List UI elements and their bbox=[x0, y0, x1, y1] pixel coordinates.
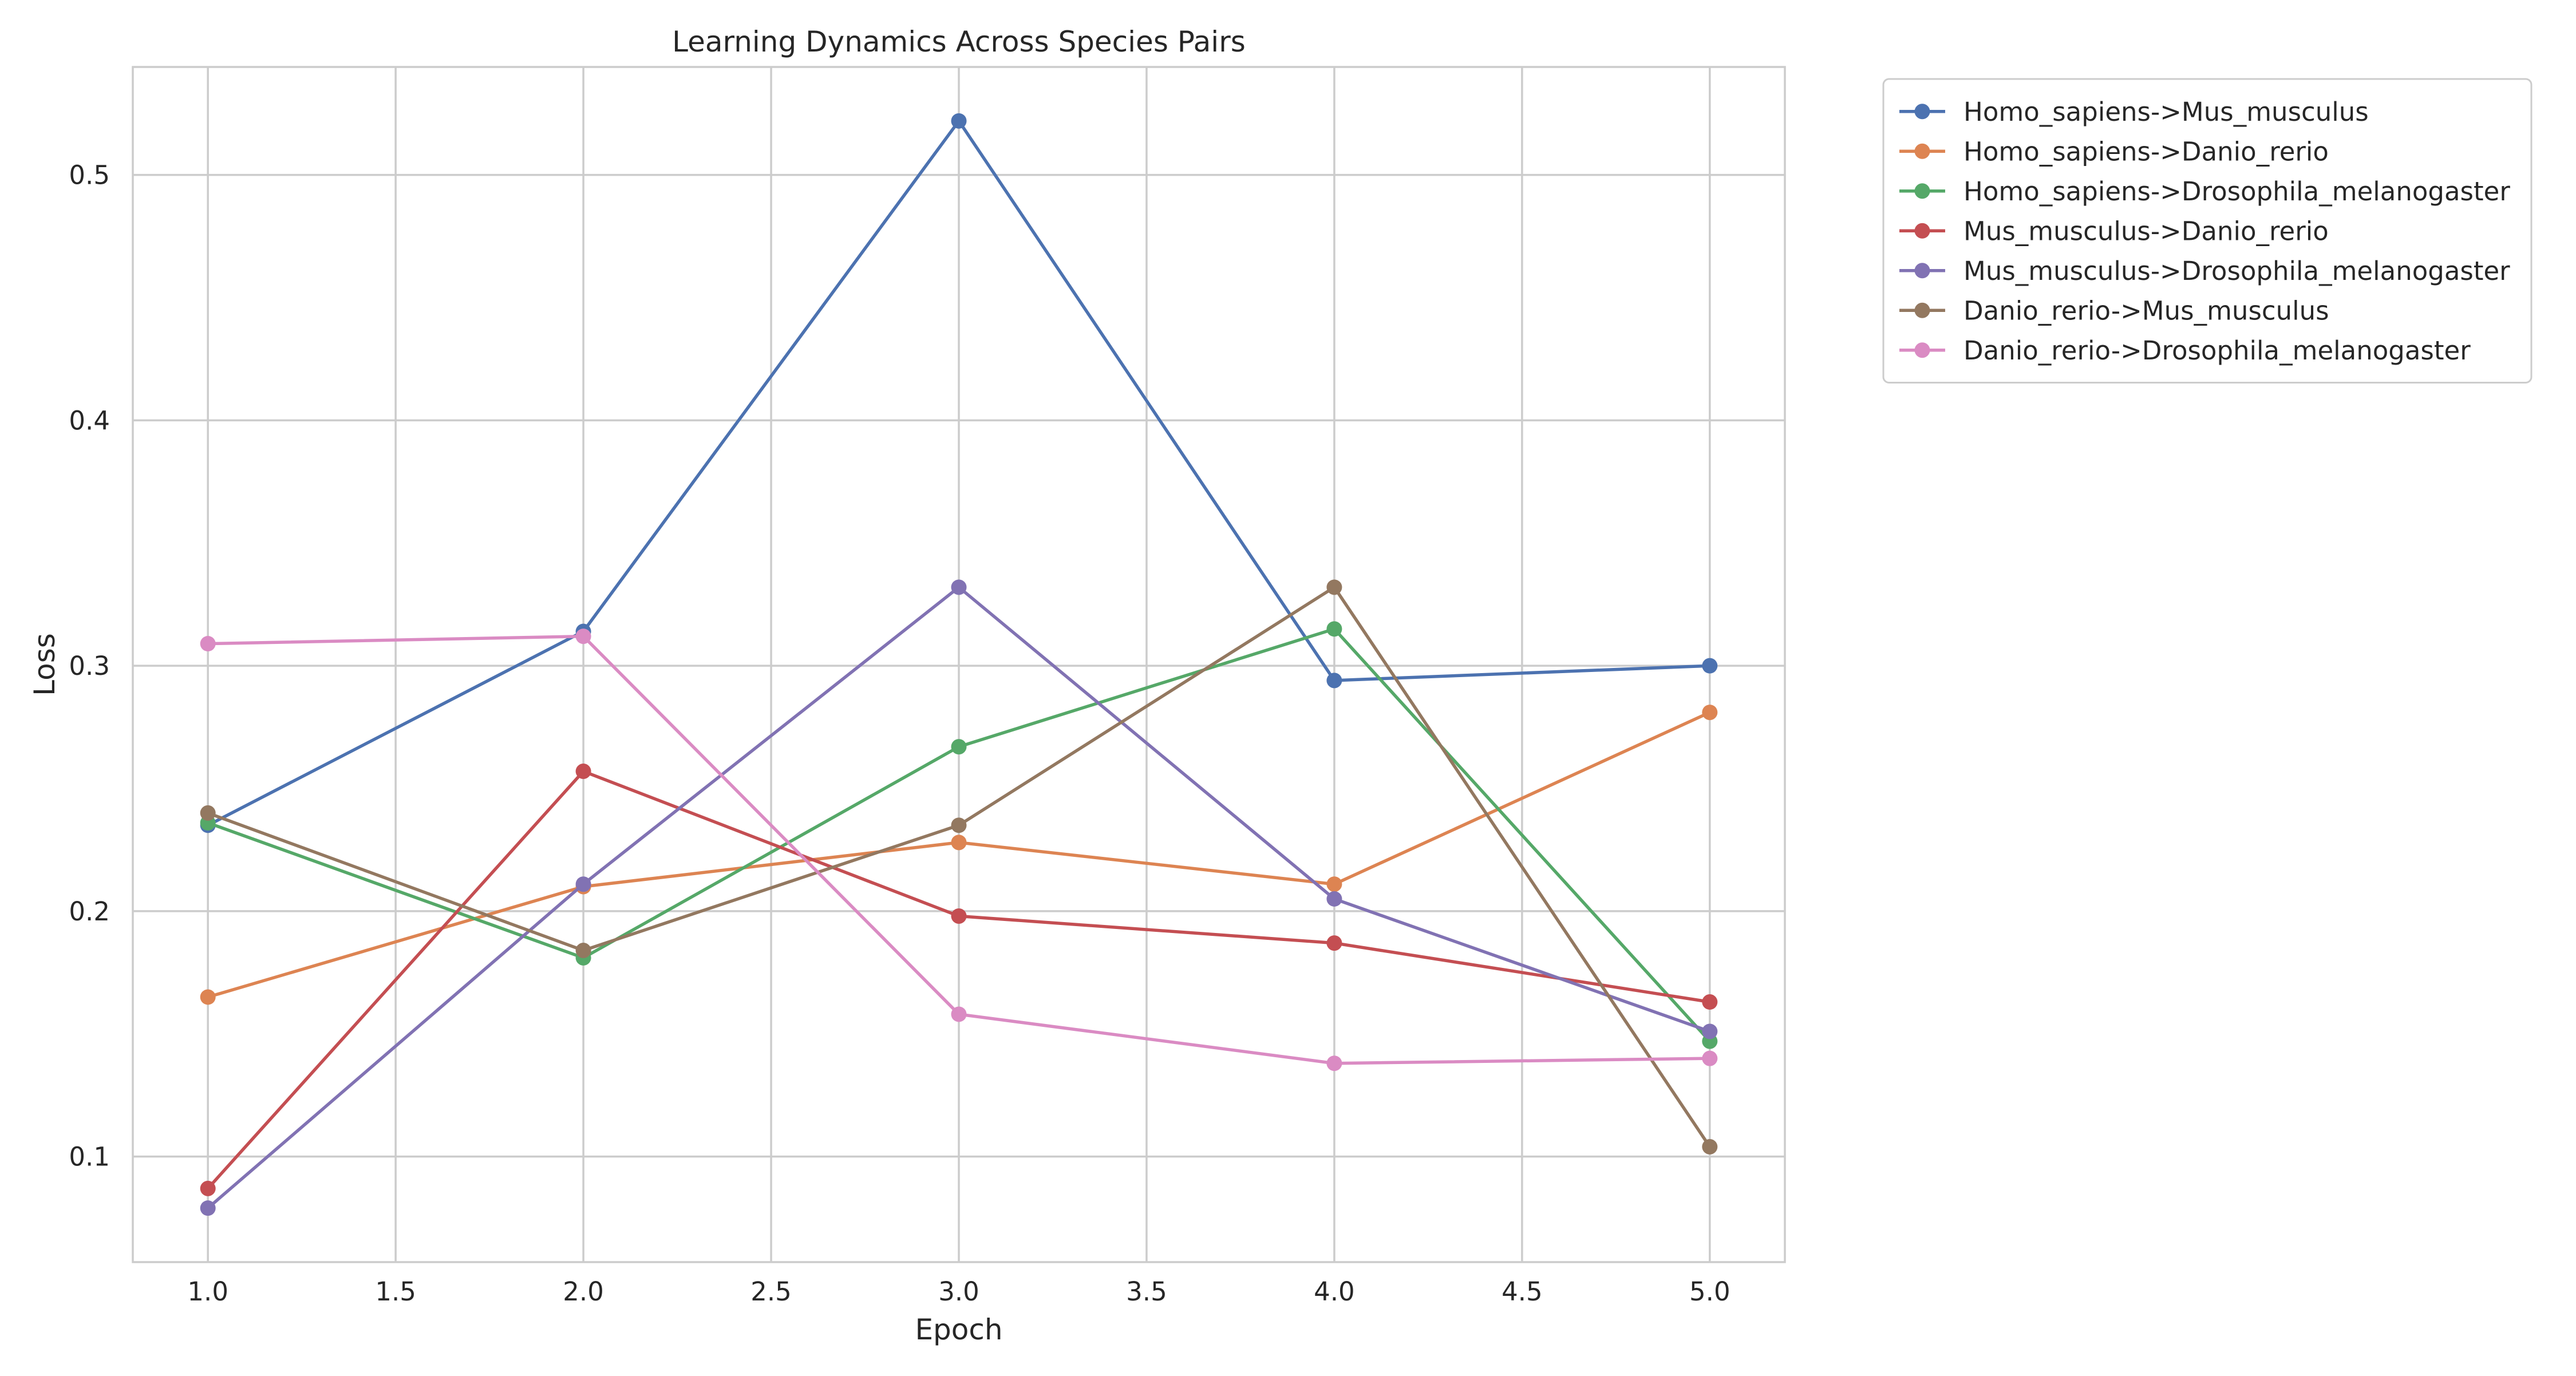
y-tick-label: 0.1 bbox=[69, 1142, 110, 1172]
legend: Homo_sapiens->Mus_musculus Homo_sapiens->… bbox=[1882, 78, 2532, 383]
data-point bbox=[575, 876, 591, 892]
data-point bbox=[1326, 876, 1342, 892]
chart-title: Learning Dynamics Across Species Pairs bbox=[672, 25, 1246, 58]
data-point bbox=[1702, 658, 1718, 674]
legend-swatch-marker bbox=[1914, 183, 1930, 199]
legend-items: Homo_sapiens->Mus_musculus Homo_sapiens->… bbox=[1899, 97, 2510, 366]
legend-swatch-marker bbox=[1914, 302, 1930, 318]
data-point bbox=[200, 636, 216, 652]
legend-swatch-marker bbox=[1914, 223, 1930, 239]
y-axis-title: Loss bbox=[28, 633, 61, 696]
x-axis-title: Epoch bbox=[915, 1313, 1002, 1346]
data-point bbox=[200, 989, 216, 1005]
legend-swatch-marker bbox=[1914, 143, 1930, 159]
x-tick-label: 1.5 bbox=[375, 1276, 416, 1307]
legend-label: Homo_sapiens->Mus_musculus bbox=[1963, 97, 2369, 127]
data-point bbox=[575, 628, 591, 644]
y-tick-label: 0.2 bbox=[69, 896, 110, 927]
data-point bbox=[1326, 621, 1342, 637]
x-tick-label: 1.0 bbox=[187, 1276, 228, 1307]
data-point bbox=[951, 817, 967, 833]
legend-label: Danio_rerio->Mus_musculus bbox=[1963, 295, 2329, 326]
series-lines bbox=[200, 113, 1718, 1216]
legend-label: Mus_musculus->Drosophila_melanogaster bbox=[1963, 256, 2510, 286]
data-point bbox=[200, 1200, 216, 1216]
legend-swatch-marker bbox=[1914, 104, 1930, 120]
data-point bbox=[200, 1180, 216, 1196]
data-point bbox=[951, 1006, 967, 1022]
data-point bbox=[1702, 1138, 1718, 1154]
data-point bbox=[951, 908, 967, 924]
series-5 bbox=[200, 579, 1718, 1154]
legend-item: Danio_rerio->Mus_musculus bbox=[1899, 295, 2329, 326]
data-point bbox=[200, 805, 216, 821]
x-tick-label: 3.5 bbox=[1126, 1276, 1167, 1307]
plot-frame bbox=[132, 66, 1786, 1263]
data-point bbox=[1326, 673, 1342, 689]
y-tick-label: 0.3 bbox=[69, 651, 110, 681]
data-point bbox=[951, 835, 967, 851]
data-point bbox=[1702, 1023, 1718, 1039]
legend-item: Homo_sapiens->Mus_musculus bbox=[1899, 97, 2369, 127]
data-point bbox=[1326, 935, 1342, 951]
data-point bbox=[1702, 705, 1718, 721]
tick-labels: 1.0 1.5 2.0 2.5 3.0 3.5 4.0 4.5 5.0 0.1 0.2 0.3 0.4 0… bbox=[69, 160, 1730, 1307]
x-tick-label: 4.0 bbox=[1314, 1276, 1355, 1307]
data-point bbox=[951, 113, 967, 129]
legend-label: Homo_sapiens->Danio_rerio bbox=[1963, 136, 2329, 167]
series-6 bbox=[200, 628, 1718, 1071]
legend-item: Mus_musculus->Danio_rerio bbox=[1899, 216, 2329, 246]
legend-item: Homo_sapiens->Danio_rerio bbox=[1899, 136, 2329, 167]
data-point bbox=[1702, 994, 1718, 1010]
data-point bbox=[1702, 1050, 1718, 1066]
data-point bbox=[575, 942, 591, 958]
legend-label: Homo_sapiens->Drosophila_melanogaster bbox=[1963, 176, 2510, 207]
x-tick-label: 2.5 bbox=[750, 1276, 792, 1307]
data-point bbox=[951, 739, 967, 755]
data-point bbox=[1326, 891, 1342, 907]
y-tick-label: 0.4 bbox=[69, 405, 110, 436]
legend-label: Mus_musculus->Danio_rerio bbox=[1963, 216, 2329, 246]
x-tick-label: 4.5 bbox=[1502, 1276, 1543, 1307]
x-tick-label: 2.0 bbox=[563, 1276, 604, 1307]
legend-item: Homo_sapiens->Drosophila_melanogaster bbox=[1899, 176, 2510, 207]
data-point bbox=[575, 764, 591, 780]
data-point bbox=[951, 579, 967, 595]
legend-label: Danio_rerio->Drosophila_melanogaster bbox=[1963, 335, 2471, 366]
data-point bbox=[1326, 1055, 1342, 1071]
x-tick-label: 3.0 bbox=[938, 1276, 979, 1307]
data-point bbox=[1326, 579, 1342, 595]
legend-swatch-marker bbox=[1914, 263, 1930, 279]
legend-item: Mus_musculus->Drosophila_melanogaster bbox=[1899, 256, 2510, 286]
legend-frame bbox=[1882, 78, 2532, 383]
legend-item: Danio_rerio->Drosophila_melanogaster bbox=[1899, 335, 2471, 366]
legend-swatch-marker bbox=[1914, 342, 1930, 358]
y-tick-label: 0.5 bbox=[69, 160, 110, 191]
series-4 bbox=[200, 579, 1718, 1216]
x-tick-label: 5.0 bbox=[1689, 1276, 1730, 1307]
series-3 bbox=[200, 764, 1718, 1196]
